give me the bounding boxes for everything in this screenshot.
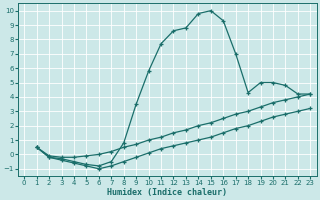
X-axis label: Humidex (Indice chaleur): Humidex (Indice chaleur) <box>107 188 227 197</box>
